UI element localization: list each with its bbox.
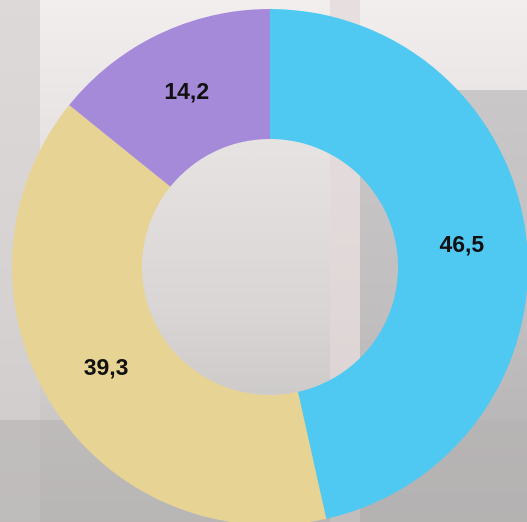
data-label: 46,5 <box>439 231 484 257</box>
chart: 46,5 39,3 14,2 <box>0 0 527 522</box>
data-label: 39,3 <box>84 354 129 380</box>
data-label: 14,2 <box>164 78 209 104</box>
page: 46,539,314,2 (() => { const data = JSON.… <box>0 0 527 522</box>
